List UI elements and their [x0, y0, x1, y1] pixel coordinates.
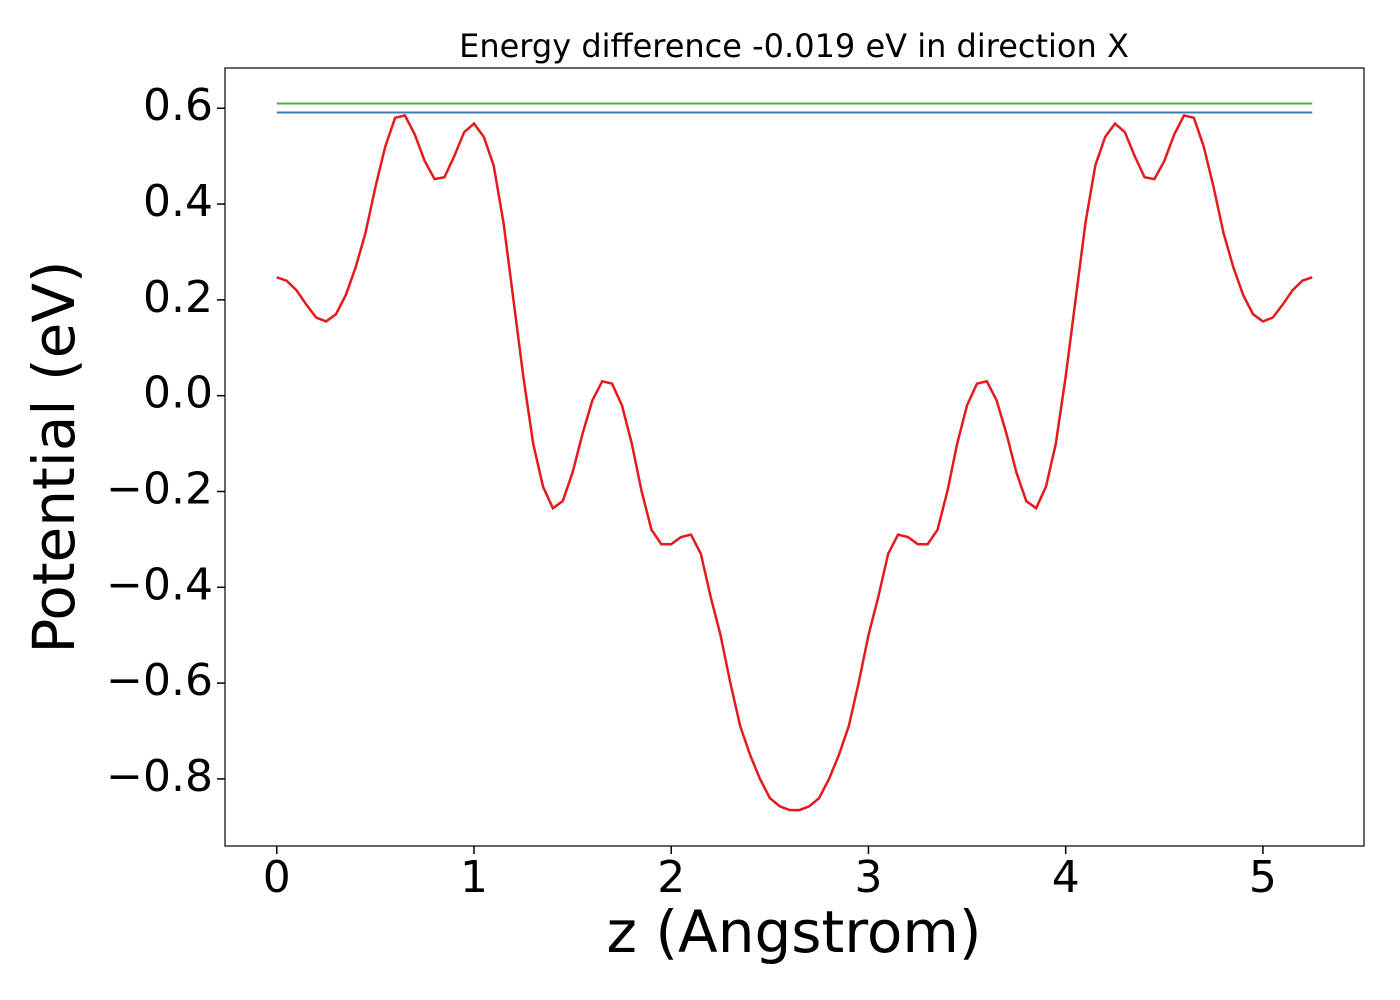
- y-tick-label: −0.4: [106, 559, 213, 610]
- x-axis-label: z (Angstrom): [607, 898, 982, 966]
- data-line: [276, 113, 1313, 812]
- x-tick-label: 0: [263, 852, 291, 903]
- x-tick-label: 5: [1249, 852, 1277, 903]
- plot-frame: [224, 67, 1365, 847]
- x-tick-label: 2: [657, 852, 685, 903]
- y-tick-label: 0.4: [143, 176, 213, 227]
- y-tick-label: −0.6: [106, 655, 213, 706]
- y-tick-label: −0.2: [106, 463, 213, 514]
- y-tick-label: 0.2: [143, 272, 213, 323]
- y-tick-label: 0.6: [143, 80, 213, 131]
- x-tick-label: 1: [460, 852, 488, 903]
- chart-title: Energy difference -0.019 eV in direction…: [459, 27, 1129, 65]
- y-axis-label: Potential (eV): [20, 260, 88, 653]
- y-tick-label: −0.8: [106, 751, 213, 802]
- x-tick-label: 4: [1052, 852, 1080, 903]
- y-tick-label: 0.0: [143, 368, 213, 419]
- x-tick-label: 3: [854, 852, 882, 903]
